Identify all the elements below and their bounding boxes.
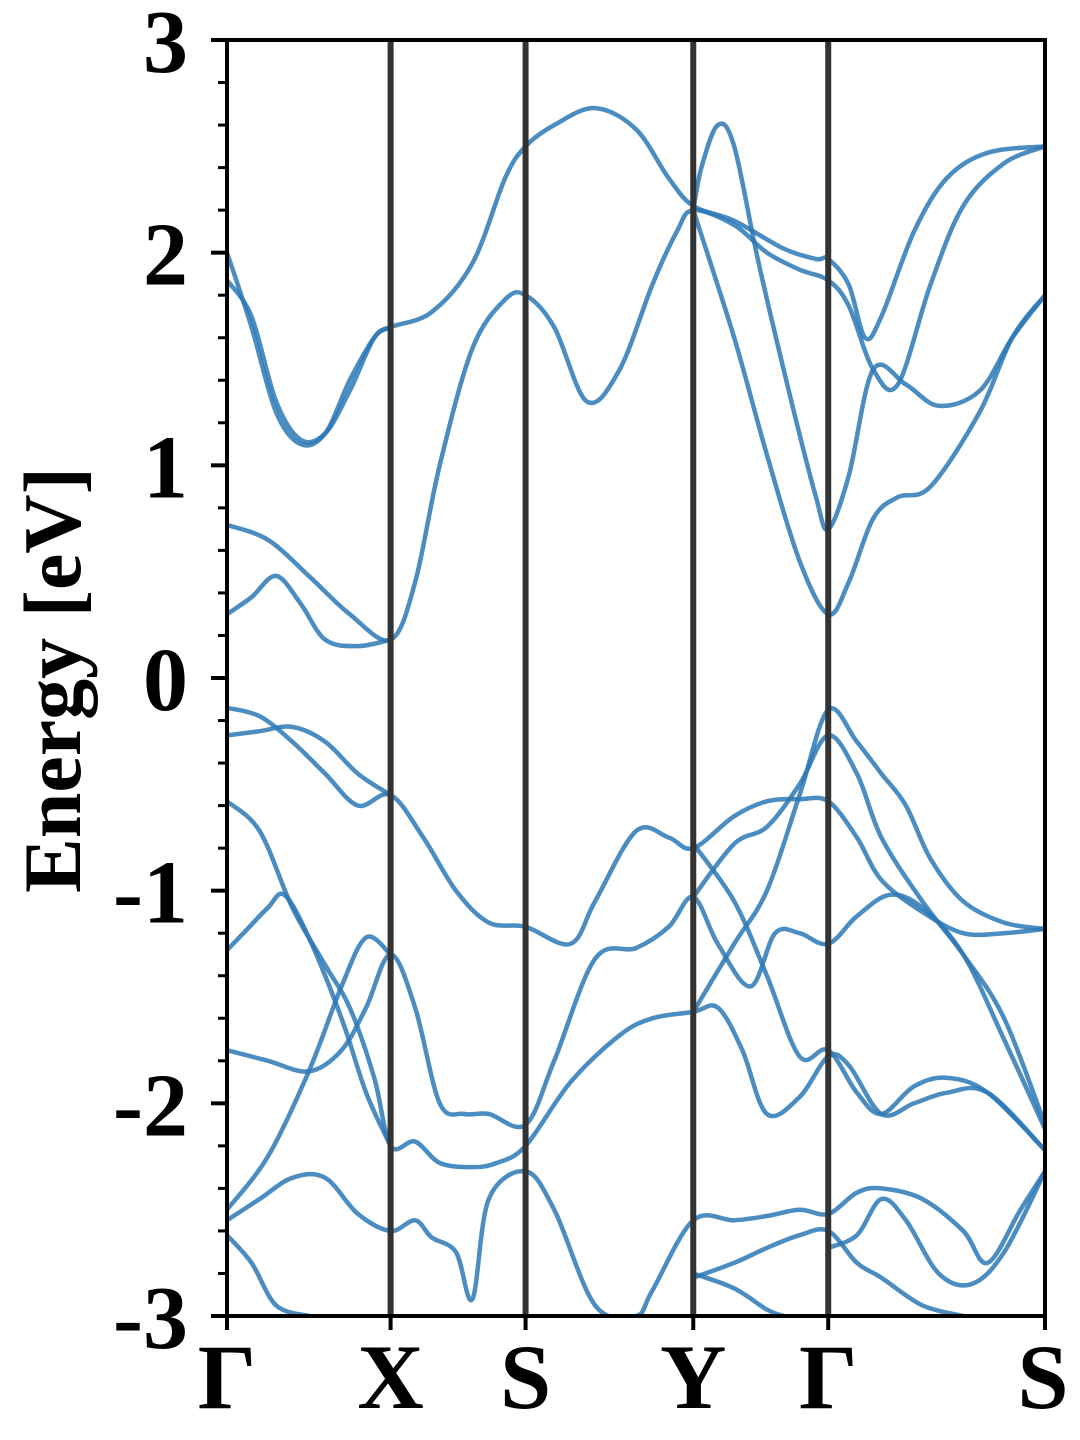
y-tick-label-2: 1 (143, 418, 188, 517)
y-tick-label-4: -1 (113, 844, 188, 943)
band-line-8 (227, 799, 1045, 1170)
band-line-12 (691, 733, 1045, 1127)
band-line-16 (227, 1232, 312, 1316)
band-line-3 (227, 573, 393, 649)
x-tick-label-1: X (357, 1326, 423, 1428)
x-tick-label-0: Γ (198, 1326, 257, 1428)
x-tick-label-2: S (500, 1326, 551, 1428)
y-axis-ticks: 3 2 1 0 -1 -2 -3 (113, 0, 227, 1368)
y-tick-label-3: 0 (143, 631, 188, 730)
x-tick-label-4: Γ (799, 1326, 858, 1428)
band-line-9 (227, 891, 393, 1149)
band-line-18 (691, 1271, 786, 1316)
y-tick-label-0: 3 (143, 0, 188, 92)
band-line-10 (227, 892, 1045, 1132)
y-axis-title: Energy [eV] (7, 467, 98, 893)
band-line-6 (227, 705, 1045, 947)
band-line-13 (691, 841, 1045, 1153)
band-line-11 (227, 934, 393, 1212)
plot-frame (225, 38, 1047, 1318)
x-tick-label-3: Y (660, 1326, 726, 1428)
bands-layer (227, 105, 1045, 1316)
band-line-4 (691, 121, 1045, 532)
band-line-19 (825, 1169, 1045, 1288)
band-line-1 (227, 278, 393, 445)
k-point-dividers (387, 40, 832, 1316)
band-line-5 (691, 207, 1045, 617)
band-line-14 (691, 706, 1045, 1015)
y-tick-label-6: -3 (113, 1269, 188, 1368)
x-tick-label-5: S (1017, 1326, 1068, 1428)
band-line-7 (227, 724, 393, 798)
band-line-2 (227, 144, 1045, 643)
y-tick-label-5: -2 (113, 1056, 188, 1155)
y-tick-label-1: 2 (143, 206, 188, 305)
